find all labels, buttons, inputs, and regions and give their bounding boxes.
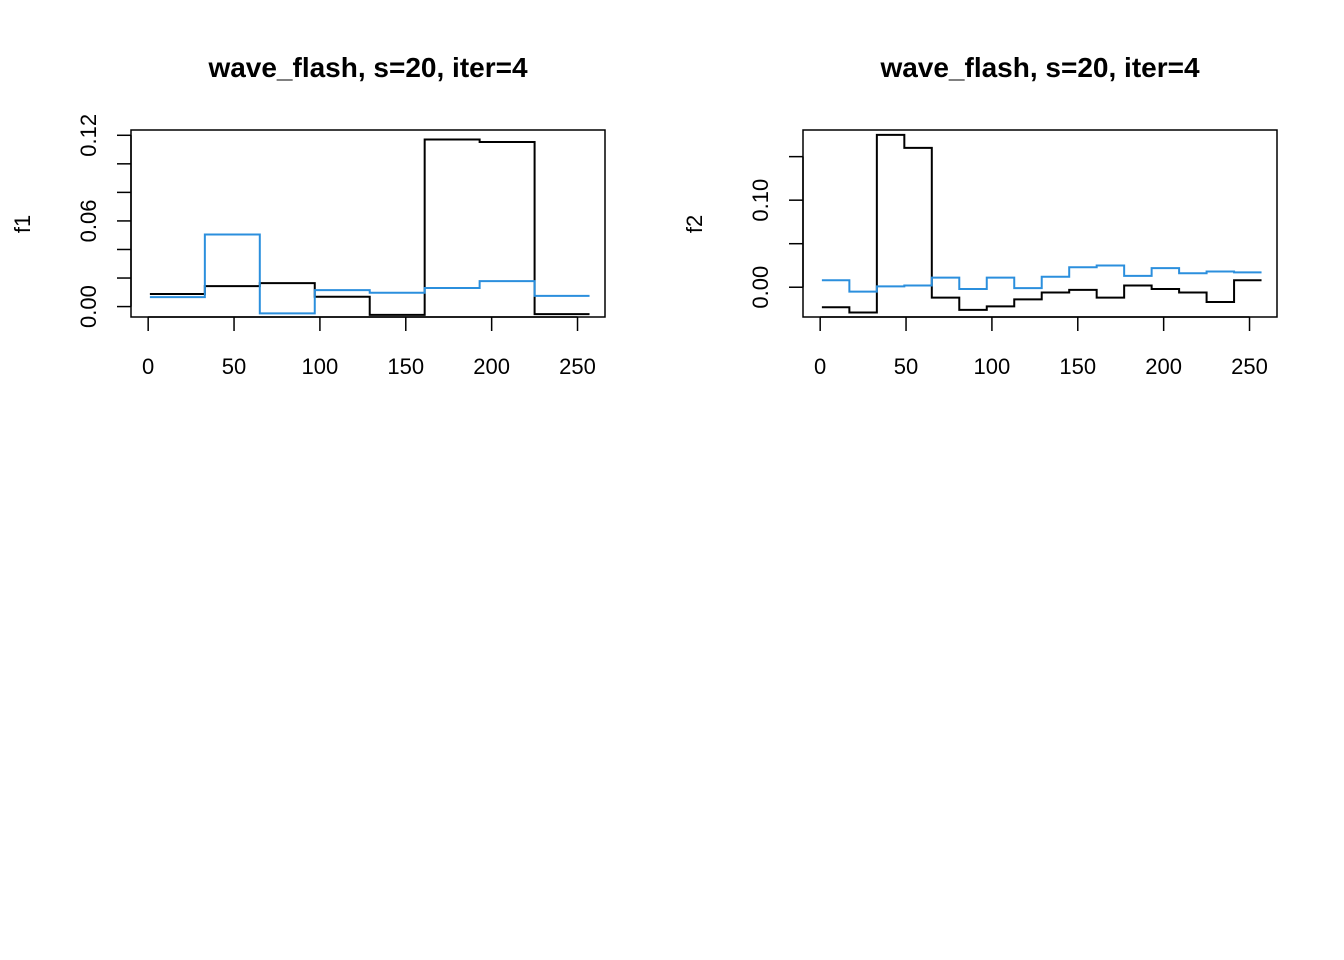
series-lines (821, 133, 1262, 314)
chart-title: wave_flash, s=20, iter=4 (879, 52, 1200, 83)
y-axis-label: f1 (10, 215, 35, 233)
x-tick-label: 0 (814, 354, 826, 379)
series-lines (149, 138, 590, 316)
y-tick-label: 0.00 (748, 266, 773, 309)
series-line-2 (821, 264, 1262, 293)
chart-panel-f2: wave_flash, s=20, iter=4 f2 0 50 100 150 200… (682, 52, 1278, 379)
x-tick-label: 100 (974, 354, 1011, 379)
y-tick-label: 0.06 (76, 200, 101, 243)
x-tick-label: 200 (1145, 354, 1182, 379)
y-tick-label: 0.10 (748, 179, 773, 222)
y-tick-label: 0.00 (76, 285, 101, 328)
x-tick-label: 100 (302, 354, 339, 379)
chart-title: wave_flash, s=20, iter=4 (207, 52, 528, 83)
axis-ticks: 0 50 100 150 200 250 0.00 0.10 (748, 155, 1268, 379)
axis-ticks: 0 50 100 150 200 250 0.00 0.06 0.12 (76, 114, 596, 379)
x-tick-label: 50 (894, 354, 918, 379)
chart-panel-f1: wave_flash, s=20, iter=4 f1 0 50 100 150 200… (10, 52, 606, 379)
series-line-1 (149, 138, 590, 316)
x-tick-label: 50 (222, 354, 246, 379)
series-line-2 (149, 233, 590, 315)
x-tick-label: 250 (1231, 354, 1268, 379)
x-tick-label: 0 (142, 354, 154, 379)
x-tick-label: 250 (559, 354, 596, 379)
y-tick-label: 0.12 (76, 114, 101, 157)
x-tick-label: 200 (473, 354, 510, 379)
y-axis-label: f2 (682, 215, 707, 233)
series-line-1 (821, 133, 1262, 314)
x-tick-label: 150 (387, 354, 424, 379)
x-tick-label: 150 (1059, 354, 1096, 379)
